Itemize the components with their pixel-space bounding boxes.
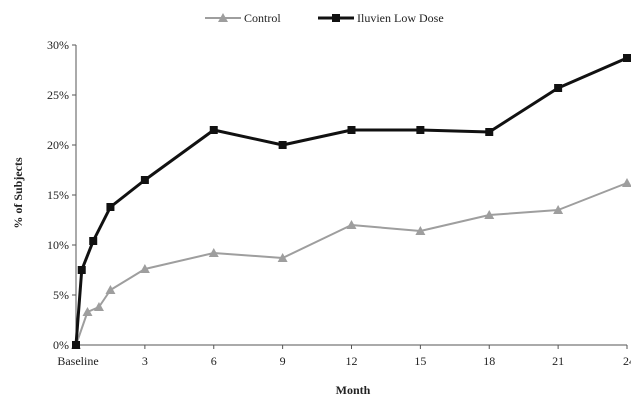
data-point — [278, 141, 287, 149]
data-point — [484, 210, 495, 219]
x-tick-label: 24 — [623, 354, 631, 368]
data-point — [347, 126, 356, 134]
x-tick-label: 6 — [211, 354, 217, 368]
data-point — [140, 176, 149, 184]
data-point — [139, 264, 150, 273]
legend-item: Iluvien Low Dose — [318, 11, 444, 25]
legend-item: Control — [205, 11, 281, 25]
y-tick-label: 25% — [47, 88, 69, 102]
y-tick-label: 5% — [53, 288, 69, 302]
data-point — [93, 302, 104, 311]
y-tick-label: 10% — [47, 238, 69, 252]
data-point — [77, 266, 86, 274]
series-layer — [71, 54, 631, 349]
legend-label: Iluvien Low Dose — [357, 11, 444, 25]
x-tick-label: 3 — [142, 354, 148, 368]
y-tick-label: 20% — [47, 138, 69, 152]
x-tick-label: Baseline — [57, 354, 98, 368]
data-point — [346, 220, 357, 229]
series-line — [74, 56, 628, 346]
data-point — [277, 253, 288, 262]
y-tick-label: 0% — [53, 338, 69, 352]
data-point — [554, 84, 563, 92]
series-iluvien-low-dose — [72, 54, 631, 349]
x-tick-label: 21 — [552, 354, 564, 368]
x-axis-title: Month — [336, 383, 371, 397]
data-point — [82, 307, 93, 316]
data-point — [623, 54, 631, 62]
data-point — [209, 126, 218, 134]
data-point — [105, 285, 116, 294]
x-tick-label: 15 — [414, 354, 426, 368]
x-tick-label: 18 — [483, 354, 495, 368]
data-point — [622, 178, 631, 187]
data-point — [72, 341, 80, 349]
y-tick-label: 30% — [47, 38, 69, 52]
data-point — [415, 226, 426, 235]
data-point — [208, 248, 219, 257]
x-tick-label: 12 — [346, 354, 358, 368]
legend-marker — [332, 14, 340, 22]
y-tick-label: 15% — [47, 188, 69, 202]
axes: 0% 5% 10% 15% 20% 25% 30% Baseline 3 6 9 12 15 18 21 24 — [47, 38, 631, 368]
legend-marker — [218, 13, 228, 22]
series-line — [75, 182, 628, 346]
legend-label: Control — [244, 11, 281, 25]
series-control — [71, 178, 631, 349]
data-point — [89, 237, 98, 245]
data-point — [485, 128, 494, 136]
data-point — [106, 203, 115, 211]
y-axis-title: % of Subjects — [11, 157, 25, 229]
data-point — [416, 126, 425, 134]
legend: Control Iluvien Low Dose — [205, 11, 444, 25]
x-tick-label: 9 — [280, 354, 286, 368]
data-point — [553, 205, 564, 214]
